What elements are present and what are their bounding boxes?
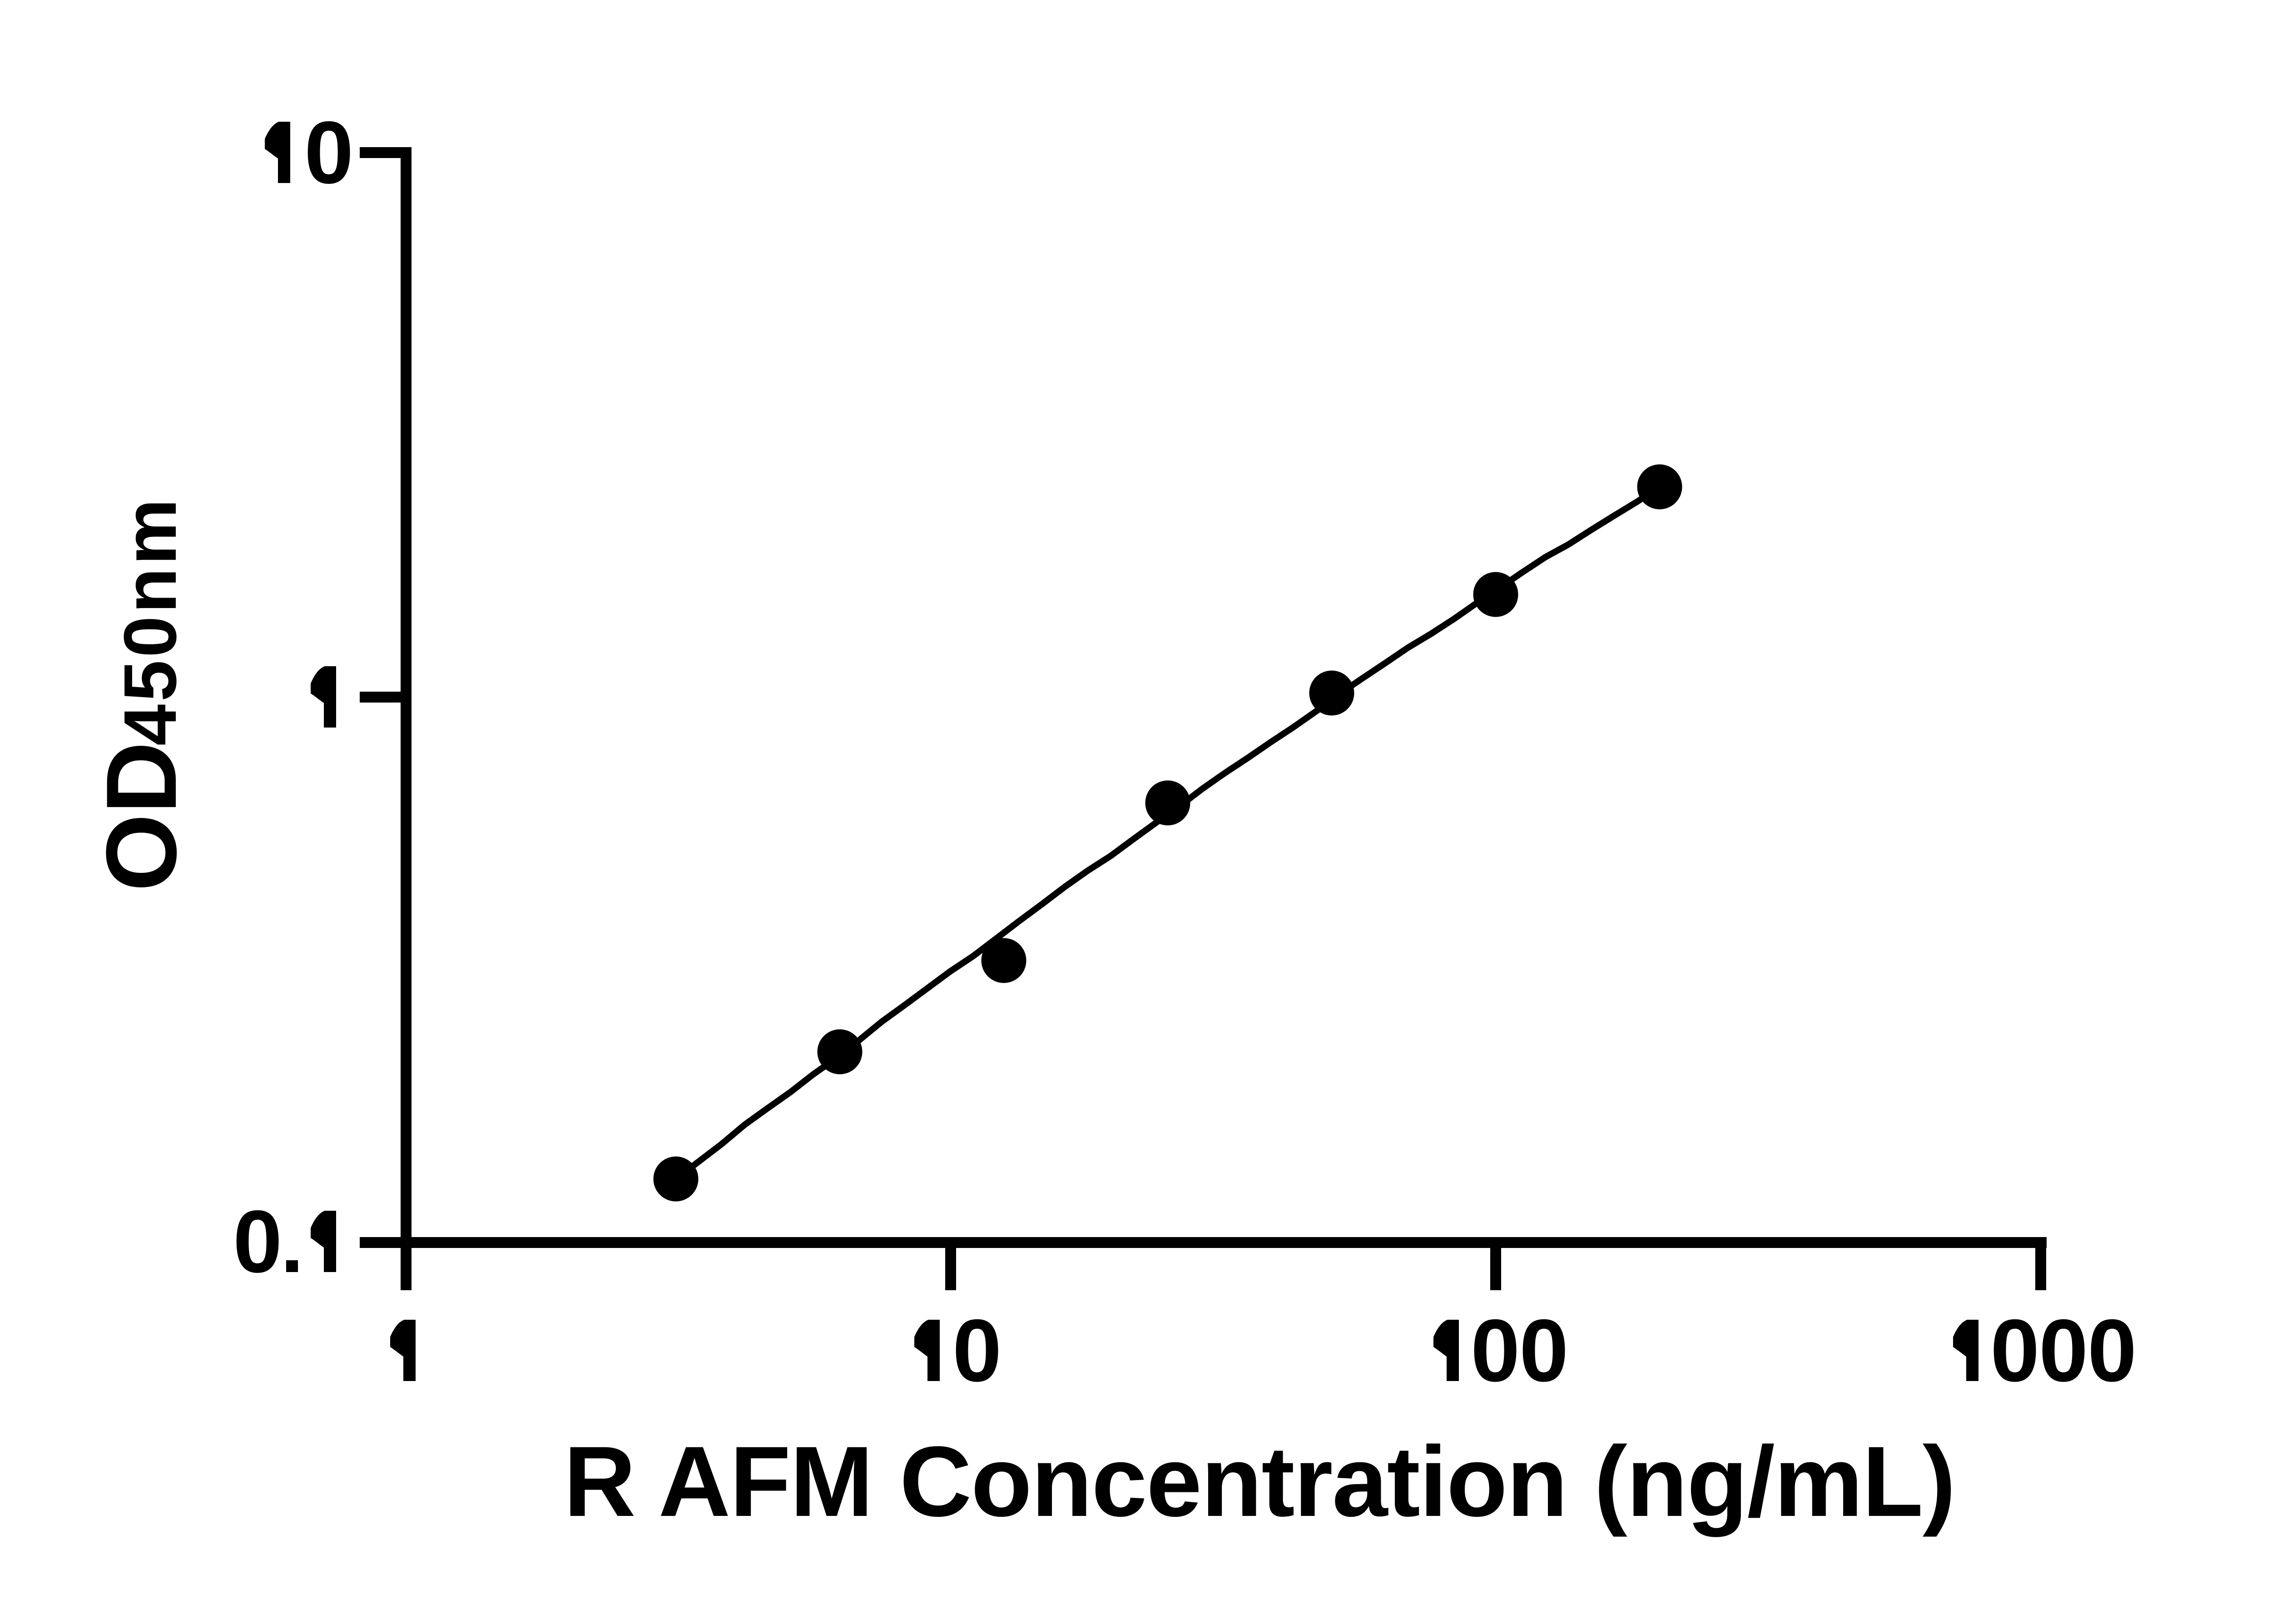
svg-text:0: 0 — [1990, 1301, 2039, 1400]
svg-text:0: 0 — [2039, 1301, 2088, 1400]
svg-text:0: 0 — [1471, 1301, 1520, 1400]
svg-text:OD450nm: OD450nm — [85, 496, 197, 891]
svg-text:0: 0 — [952, 1301, 1002, 1400]
svg-text:0: 0 — [233, 1192, 282, 1291]
svg-text:R AFM Concentration (ng/mL): R AFM Concentration (ng/mL) — [564, 1426, 1956, 1537]
svg-text:0: 0 — [2088, 1301, 2137, 1400]
svg-text:0: 0 — [1519, 1301, 1568, 1400]
svg-text:0: 0 — [304, 103, 353, 202]
